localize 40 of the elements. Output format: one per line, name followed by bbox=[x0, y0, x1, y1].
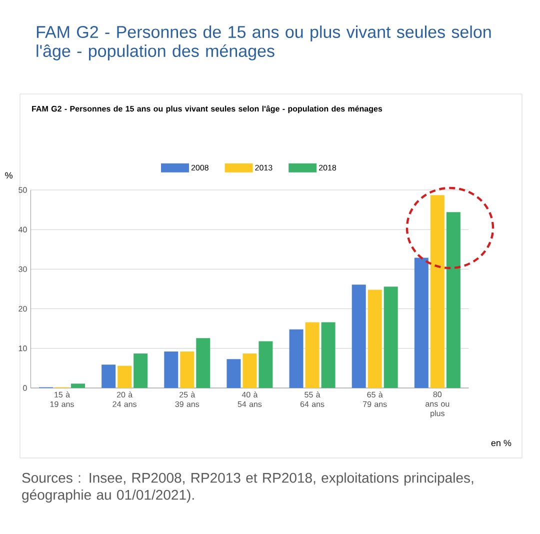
bar bbox=[180, 352, 194, 388]
bar bbox=[414, 258, 428, 388]
source-note: Sources : Insee, RP2008, RP2013 et RP2018, exploitations principales, géographie au 01/01/2021). bbox=[22, 472, 474, 503]
x-tick-label: 25 à 39 ans bbox=[175, 392, 200, 407]
y-tick-label: 0 bbox=[23, 385, 27, 391]
x-tick-label: 80 ans ou plus bbox=[426, 392, 450, 418]
bar bbox=[368, 290, 382, 388]
chart-subtitle: FAM G2 - Personnes de 15 ans ou plus vivant seules selon l'âge - population des ménages bbox=[32, 106, 382, 114]
y-tick-label: 10 bbox=[18, 346, 27, 352]
x-tick-label: 55 à 64 ans bbox=[300, 392, 324, 407]
y-tick-label: 50 bbox=[18, 187, 27, 193]
bar bbox=[71, 384, 86, 388]
bar bbox=[321, 322, 336, 388]
bar bbox=[134, 354, 148, 388]
legend-label: 2013 bbox=[255, 164, 272, 171]
x-tick-label: 20 à 24 ans bbox=[112, 392, 137, 407]
y-axis-title: % bbox=[5, 172, 13, 179]
x-tick-label: 15 à 19 ans bbox=[50, 392, 74, 407]
legend-label: 2018 bbox=[319, 164, 336, 171]
bar bbox=[102, 364, 116, 388]
bar bbox=[446, 212, 460, 388]
bar bbox=[430, 195, 444, 388]
y-tick-label: 30 bbox=[18, 266, 27, 272]
bar bbox=[305, 322, 320, 388]
x-tick-label: 40 à 54 ans bbox=[238, 392, 262, 407]
bar bbox=[164, 352, 178, 388]
bar bbox=[384, 286, 398, 388]
bar bbox=[289, 329, 304, 388]
bar bbox=[196, 338, 210, 388]
y-tick-label: 20 bbox=[18, 306, 27, 312]
y-tick-label: 40 bbox=[18, 226, 27, 232]
bar bbox=[226, 359, 241, 388]
bar bbox=[352, 284, 366, 388]
chart-title: FAM G2 - Personnes de 15 ans ou plus vivant seules selon l'âge - population des ménages bbox=[36, 26, 491, 60]
bar bbox=[118, 366, 132, 388]
bar bbox=[258, 341, 273, 388]
legend-label: 2008 bbox=[191, 164, 208, 171]
x-tick-label: 65 à 79 ans bbox=[363, 392, 387, 407]
text: en % bbox=[491, 440, 512, 446]
bar bbox=[242, 354, 257, 388]
